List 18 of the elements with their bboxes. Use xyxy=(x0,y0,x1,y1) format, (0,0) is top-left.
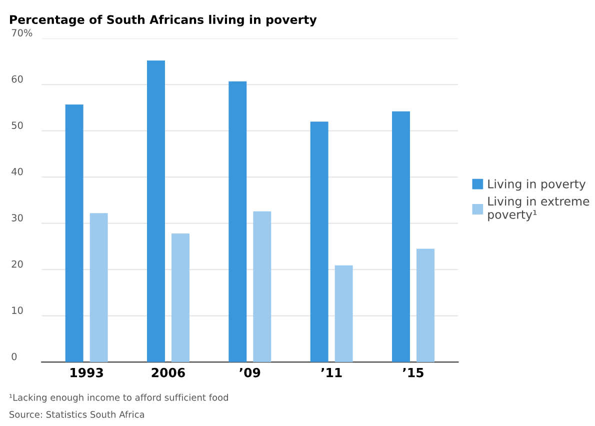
x-tick-label: 1993 xyxy=(70,368,103,378)
x-tick-label: ’11 xyxy=(321,368,342,378)
y-tick-label: 30 xyxy=(12,214,23,222)
y-tick-label: 40 xyxy=(12,168,23,176)
legend-label: Living in poverty xyxy=(488,179,586,191)
text: ¹Lacking enough income to afford sufficient food xyxy=(10,394,228,403)
y-tick-label: 0 xyxy=(12,352,17,360)
y-tick-label: 60 xyxy=(12,75,23,83)
y-tick-label: 70% xyxy=(12,29,32,36)
x-tick-label: ’15 xyxy=(402,368,424,378)
legend-label: Living in extreme poverty¹ xyxy=(488,196,590,222)
chart-title: Percentage of South Africans living in poverty xyxy=(10,14,317,26)
x-tick-label: ’09 xyxy=(240,368,260,378)
y-tick-label: 50 xyxy=(12,122,23,129)
y-tick-label: 20 xyxy=(12,260,23,268)
y-tick-label: 10 xyxy=(12,306,23,314)
source-note: Source: Statistics South Africa xyxy=(10,410,144,418)
x-tick-label: 2006 xyxy=(152,368,185,378)
